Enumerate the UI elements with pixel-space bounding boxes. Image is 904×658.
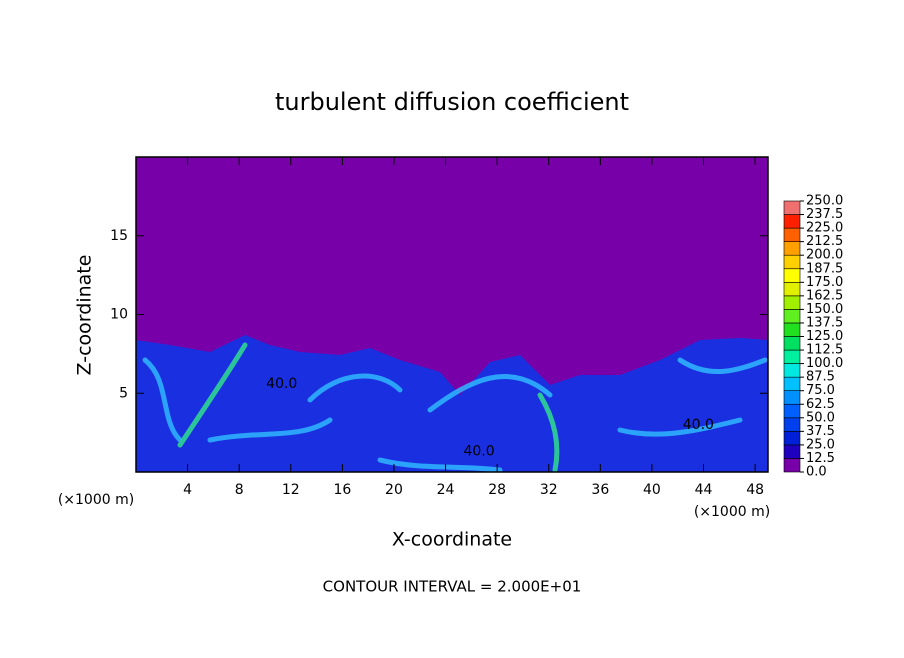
x-tick-label: 44 <box>695 482 713 498</box>
x-tick-label: 8 <box>235 482 244 498</box>
x-unit-label: (×1000 m) <box>694 504 770 520</box>
streaks <box>142 342 768 473</box>
colorbar-label: 100.0 <box>806 356 843 371</box>
colorbar-cell <box>783 295 801 310</box>
colorbar-label: 0.0 <box>806 465 827 480</box>
colorbar-cell <box>783 444 801 459</box>
colorbar-cell <box>783 241 801 256</box>
streak <box>377 457 503 473</box>
colorbar-cell <box>783 309 801 324</box>
x-tick-label: 24 <box>437 482 455 498</box>
colorbar-cell <box>783 200 801 215</box>
colorbar-label: 25.0 <box>806 437 835 452</box>
colorbar-label: 187.5 <box>806 261 843 276</box>
streak <box>207 417 333 443</box>
streak <box>177 342 248 448</box>
colorbar-cell <box>783 254 801 270</box>
x-tick-label: 40 <box>643 482 661 498</box>
footer: CONTOUR INTERVAL = 2.000E+01 <box>323 578 582 596</box>
x-tick-label: 4 <box>183 482 192 498</box>
y-tick-label: 15 <box>110 228 128 244</box>
colorbar-label: 137.5 <box>806 315 843 330</box>
x-tick-label: 36 <box>591 482 609 498</box>
colorbar-label: 50.0 <box>806 410 835 425</box>
colorbar-label: 87.5 <box>806 370 835 385</box>
colorbar-cell <box>783 403 801 419</box>
colorbar-cell <box>783 281 801 297</box>
streak <box>307 373 403 403</box>
colorbar-cell <box>783 336 801 351</box>
colorbar-label: 162.5 <box>806 288 843 303</box>
streak <box>427 373 553 413</box>
contour-label: 40.0 <box>266 376 297 392</box>
colorbar-cell <box>783 431 801 446</box>
streak <box>677 357 768 375</box>
contour-label: 40.0 <box>683 417 714 433</box>
colorbar-label: 250.0 <box>806 194 843 209</box>
colorbar-label: 112.5 <box>806 343 843 358</box>
y-tick-label: 10 <box>110 307 128 323</box>
streak <box>142 357 183 443</box>
colorbar-label: 175.0 <box>806 275 843 290</box>
colorbar-label: 225.0 <box>806 221 843 236</box>
x-tick-label: 48 <box>746 482 764 498</box>
x-tick-label: 20 <box>385 482 403 498</box>
colorbar-cell <box>783 390 801 405</box>
x-axis-label: X-coordinate <box>392 529 512 551</box>
colorbar-cell <box>783 214 801 229</box>
colorbar-label: 212.5 <box>806 234 843 249</box>
colorbar-cell <box>783 363 801 378</box>
field <box>135 156 769 473</box>
colorbar-label: 75.0 <box>806 383 835 398</box>
y-tick-label: 5 <box>119 385 128 401</box>
colorbar-cell <box>783 268 801 283</box>
colorbar-label: 12.5 <box>806 451 835 466</box>
colorbar-cell <box>783 417 801 432</box>
colorbar-cell <box>783 227 801 242</box>
turbulent-layer <box>136 335 768 472</box>
y-axis-label: Z-coordinate <box>74 255 96 376</box>
colorbar-cell <box>783 349 801 364</box>
y-unit-label: (×1000 m) <box>58 492 134 508</box>
streak <box>537 392 560 473</box>
x-tick-label: 12 <box>282 482 300 498</box>
colorbar-cell <box>783 322 801 337</box>
streak <box>617 417 743 437</box>
x-tick-label: 28 <box>488 482 506 498</box>
x-tick-label: 32 <box>540 482 558 498</box>
colorbar-label: 150.0 <box>806 302 843 317</box>
colorbar-label: 125.0 <box>806 329 843 344</box>
colorbar-label: 237.5 <box>806 207 843 222</box>
colorbar-label: 37.5 <box>806 424 835 439</box>
colorbar-label: 200.0 <box>806 248 843 263</box>
x-tick-label: 16 <box>333 482 351 498</box>
colorbar-label: 62.5 <box>806 397 835 412</box>
colorbar-cell <box>783 376 801 391</box>
contour-label: 40.0 <box>463 444 494 460</box>
colorbar-cell <box>783 458 801 473</box>
chart-title: turbulent diffusion coefficient <box>275 88 629 116</box>
